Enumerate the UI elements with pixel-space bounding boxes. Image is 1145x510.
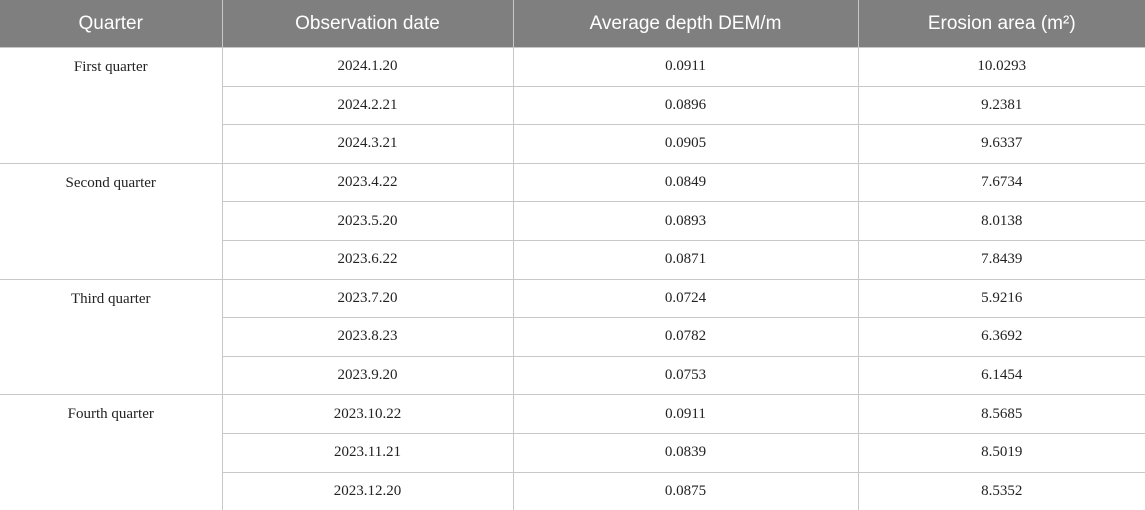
quarter-cell: First quarter: [0, 47, 223, 164]
data-cell: 8.5019: [857, 432, 1145, 473]
header-cell: Average depth DEM/m: [512, 0, 859, 48]
data-cell: 0.0724: [512, 278, 859, 319]
table-row: 2024.2.21 0.0896 9.2381: [0, 85, 1145, 126]
header-row: Quarter Observation date Average depth DEM…: [0, 0, 1145, 48]
data-cell: 2024.1.20: [221, 47, 514, 87]
data-cell: 8.5685: [857, 394, 1145, 434]
data-cell: 9.6337: [857, 124, 1145, 164]
data-cell: 2024.3.21: [222, 124, 514, 164]
data-cell: 8.0138: [857, 201, 1145, 241]
data-cell: 0.0896: [512, 85, 859, 126]
data-cell: 5.9216: [857, 278, 1145, 319]
table-row: 2024.3.21 0.0905 9.6337: [0, 124, 1145, 164]
data-cell: 2023.9.20: [222, 355, 514, 396]
data-cell: 0.0911: [512, 47, 859, 87]
table-row: Second quarter 2023.4.22 0.0849 7.6734: [0, 162, 1145, 280]
data-cell: 2023.4.22: [221, 162, 514, 203]
table-row: Fourth quarter 2023.10.22 0.0911 8.5685: [0, 394, 1145, 510]
data-cell: 7.6734: [857, 162, 1145, 203]
data-cell: 2024.2.21: [222, 85, 514, 126]
data-cell: 0.0893: [512, 201, 859, 241]
table-row: 2023.6.22 0.0871 7.8439: [0, 239, 1145, 280]
data-cell: 0.0911: [512, 394, 859, 434]
data-cell: 0.0753: [512, 355, 859, 396]
data-cell: 2023.6.22: [222, 239, 514, 280]
data-cell: 6.1454: [857, 355, 1145, 396]
header-cell: Erosion area (m²): [857, 0, 1145, 48]
data-cell: 0.0875: [512, 471, 859, 510]
header-cell: Observation date: [221, 0, 514, 48]
data-cell: 7.8439: [857, 239, 1145, 280]
data-cell: 2023.11.21: [222, 432, 514, 473]
quarter-cell: Third quarter: [0, 278, 223, 396]
data-cell: 0.0839: [512, 432, 859, 473]
data-cell: 6.3692: [857, 317, 1145, 357]
data-cell: 2023.7.20: [221, 278, 514, 319]
data-cell: 0.0905: [512, 124, 859, 164]
data-cell: 8.5352: [857, 471, 1145, 510]
data-cell: 0.0782: [512, 317, 859, 357]
data-cell: 0.0849: [512, 162, 859, 203]
quarter-cell: Second quarter: [0, 162, 223, 280]
data-cell: 2023.8.23: [222, 317, 514, 357]
data-cell: 2023.10.22: [221, 394, 514, 434]
data-cell: 2023.5.20: [222, 201, 514, 241]
table-row: Third quarter 2023.7.20 0.0724 5.9216: [0, 278, 1145, 396]
table-row: 2023.5.20 0.0893 8.0138: [0, 201, 1145, 241]
quarter-cell: Fourth quarter: [0, 394, 223, 510]
table-row: First quarter 2024.1.20 0.0911 10.0293: [0, 47, 1145, 164]
data-cell: 0.0871: [512, 239, 859, 280]
table-row: 2023.12.20 0.0875 8.5352: [0, 471, 1145, 510]
data-cell: 2023.12.20: [222, 471, 514, 510]
table-body: First quarter 2024.1.20 0.0911 10.0293 2024.…: [0, 47, 1145, 510]
header-cell: Quarter: [0, 0, 223, 48]
table-row: 2023.11.21 0.0839 8.5019: [0, 432, 1145, 473]
data-cell: 10.0293: [857, 47, 1145, 87]
data-cell: 9.2381: [857, 85, 1145, 126]
